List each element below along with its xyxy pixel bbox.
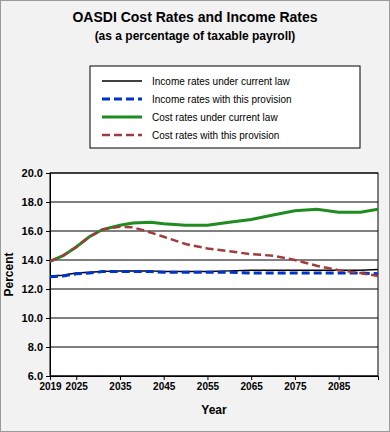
legend-swatch xyxy=(102,80,142,82)
y-axis: 6.08.010.012.014.016.018.020.0 xyxy=(22,167,51,382)
y-tick: 16.0 xyxy=(22,225,50,237)
y-tick-mark xyxy=(46,289,50,290)
y-tick-label: 14.0 xyxy=(22,254,43,266)
chart: OASDI Cost Rates and Income Rates (as a p… xyxy=(0,0,390,432)
legend-label: Income rates with this provision xyxy=(152,94,292,105)
x-tick-label: 2035 xyxy=(109,381,132,392)
y-tick: 12.0 xyxy=(22,283,50,295)
grid-line xyxy=(50,289,378,290)
background xyxy=(1,1,390,432)
plot-frame xyxy=(50,173,378,376)
x-tick-label: 2045 xyxy=(153,381,176,392)
y-tick-label: 18.0 xyxy=(22,196,43,208)
y-tick-mark xyxy=(46,347,50,348)
grid-line xyxy=(50,260,378,261)
grid-line xyxy=(50,318,378,319)
y-tick: 8.0 xyxy=(28,341,50,353)
y-tick-label: 8.0 xyxy=(28,341,43,353)
legend-swatch xyxy=(102,116,142,119)
legend-label: Cost rates under current law xyxy=(152,112,278,123)
x-tick-mark xyxy=(120,376,121,380)
series-line xyxy=(50,272,378,277)
y-tick-mark xyxy=(46,231,50,232)
series-line xyxy=(50,269,378,276)
legend: Income rates under current law Income rat… xyxy=(90,66,360,148)
y-tick: 20.0 xyxy=(22,167,50,179)
x-tick-label: 2025 xyxy=(66,381,89,392)
series-line xyxy=(50,227,378,276)
y-tick-mark xyxy=(46,260,50,261)
y-tick-mark xyxy=(46,318,50,319)
x-tick-mark xyxy=(50,376,51,380)
x-tick-mark xyxy=(295,376,296,380)
y-tick-label: 16.0 xyxy=(22,225,43,237)
x-tick: 2035 xyxy=(109,376,132,392)
lines xyxy=(50,209,378,276)
x-tick-mark xyxy=(164,376,165,380)
x-tick-mark xyxy=(207,376,208,380)
y-axis-title: Percent xyxy=(2,252,16,296)
title: OASDI Cost Rates and Income Rates xyxy=(72,9,317,25)
series-line xyxy=(50,209,378,261)
grid-line xyxy=(50,202,378,203)
x-tick-label: 2055 xyxy=(197,381,220,392)
x-tick: 2019 xyxy=(39,376,62,392)
x-tick-mark xyxy=(76,376,77,380)
subtitle: (as a percentage of taxable payroll) xyxy=(95,29,296,43)
x-tick: 2065 xyxy=(241,376,264,392)
x-tick: 2085 xyxy=(328,376,351,392)
y-tick-mark xyxy=(46,202,50,203)
y-tick: 14.0 xyxy=(22,254,50,266)
x-tick: 2045 xyxy=(153,376,176,392)
x-tick-label: 2075 xyxy=(284,381,307,392)
plot-area xyxy=(50,173,378,376)
grid-line xyxy=(50,347,378,348)
legend-swatch xyxy=(102,98,142,101)
x-axis: 2019 2025 2035 2045 2055 2065 2075 2085 xyxy=(39,376,378,392)
x-tick: 2055 xyxy=(197,376,220,392)
legend-swatch xyxy=(102,134,142,137)
x-tick-label: 2019 xyxy=(39,381,62,392)
x-tick-label: 2085 xyxy=(328,381,351,392)
legend-label: Income rates under current law xyxy=(152,76,291,87)
legend-box xyxy=(90,66,360,148)
y-tick-mark xyxy=(46,376,50,377)
x-tick: 2075 xyxy=(284,376,307,392)
x-tick: 2025 xyxy=(66,376,89,392)
y-axis-line xyxy=(46,174,51,377)
y-tick-label: 20.0 xyxy=(22,167,43,179)
y-tick-label: 10.0 xyxy=(22,312,43,324)
x-tick-mark xyxy=(251,376,252,380)
y-tick-label: 12.0 xyxy=(22,283,43,295)
y-tick: 18.0 xyxy=(22,196,50,208)
y-tick: 10.0 xyxy=(22,312,50,324)
y-tick-mark xyxy=(46,173,50,174)
x-tick-label: 2065 xyxy=(241,381,264,392)
x-tick-mark xyxy=(339,376,340,380)
legend-label: Cost rates with this provision xyxy=(152,130,279,141)
grid xyxy=(50,173,378,376)
x-axis-line xyxy=(51,377,379,381)
x-axis-title: Year xyxy=(201,403,227,417)
